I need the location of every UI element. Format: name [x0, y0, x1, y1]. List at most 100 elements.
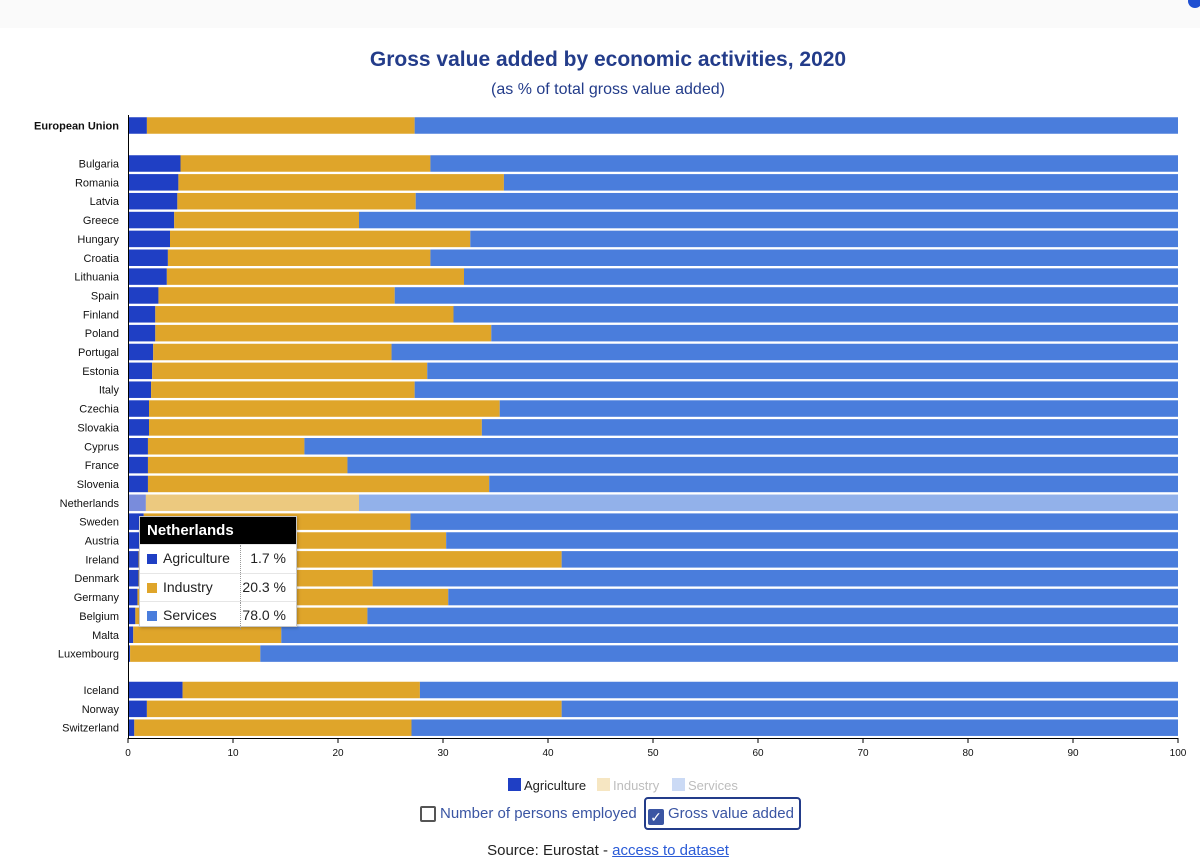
bar-industry[interactable] — [130, 645, 261, 662]
bar-agriculture[interactable] — [128, 438, 148, 455]
bar-industry[interactable] — [155, 324, 492, 342]
bar-services[interactable] — [359, 494, 1178, 512]
category-label: Belgium — [79, 611, 119, 623]
bar-services[interactable] — [419, 681, 1178, 699]
category-label: Netherlands — [60, 498, 120, 510]
dataset-link[interactable]: access to dataset — [612, 842, 729, 859]
bar-industry[interactable] — [155, 306, 454, 323]
gross-value-added-option[interactable]: ✓ Gross value added — [644, 797, 801, 830]
bar-services[interactable] — [414, 117, 1178, 134]
bar-services[interactable] — [430, 155, 1178, 172]
bar-services[interactable] — [372, 569, 1178, 587]
bar-agriculture[interactable] — [128, 607, 136, 625]
bar-services[interactable] — [414, 381, 1178, 398]
bar-services[interactable] — [448, 588, 1178, 606]
bar-industry[interactable] — [167, 249, 431, 267]
bar-agriculture[interactable] — [128, 362, 153, 380]
bar-industry[interactable] — [174, 211, 359, 229]
bar-agriculture[interactable] — [128, 532, 141, 549]
bar-services[interactable] — [394, 287, 1178, 304]
bar-agriculture[interactable] — [128, 343, 154, 361]
bar-services[interactable] — [410, 513, 1178, 530]
bar-industry[interactable] — [134, 719, 412, 736]
bar-industry[interactable] — [153, 343, 392, 361]
bar-industry[interactable] — [170, 230, 471, 248]
bar-services[interactable] — [481, 419, 1179, 436]
bar-services[interactable] — [561, 700, 1178, 718]
bar-industry[interactable] — [151, 381, 415, 398]
bar-agriculture[interactable] — [128, 230, 170, 248]
bar-industry[interactable] — [166, 268, 464, 285]
bar-services[interactable] — [367, 607, 1178, 625]
bar-agriculture[interactable] — [128, 551, 139, 568]
bar-services[interactable] — [427, 362, 1178, 380]
bar-agriculture[interactable] — [128, 324, 156, 342]
bar-agriculture[interactable] — [128, 192, 178, 210]
bar-industry[interactable] — [146, 117, 415, 134]
bar-agriculture[interactable] — [128, 400, 149, 417]
bar-agriculture[interactable] — [128, 475, 148, 493]
bar-industry[interactable] — [182, 681, 420, 699]
bar-services[interactable] — [561, 551, 1178, 568]
bar-services[interactable] — [499, 400, 1178, 417]
bar-industry[interactable] — [177, 192, 416, 210]
bar-agriculture[interactable] — [128, 306, 156, 323]
x-tick-label: 30 — [437, 748, 449, 759]
bar-services[interactable] — [281, 626, 1178, 644]
checkbox-unchecked[interactable] — [420, 806, 436, 822]
bar-services[interactable] — [446, 532, 1178, 549]
bar-industry[interactable] — [149, 400, 500, 417]
bar-services[interactable] — [453, 306, 1179, 323]
bar-industry[interactable] — [145, 494, 359, 512]
bar-agriculture[interactable] — [128, 287, 159, 304]
tooltip-row-services: Services 78.0 % — [140, 601, 296, 630]
bar-services[interactable] — [470, 230, 1178, 248]
checkmark-icon[interactable]: ✓ — [648, 809, 664, 825]
bar-services[interactable] — [503, 174, 1178, 191]
bar-services[interactable] — [489, 475, 1178, 493]
bar-agriculture[interactable] — [128, 155, 181, 172]
bar-agriculture[interactable] — [128, 719, 135, 736]
legend-label: Industry — [613, 778, 660, 793]
bar-agriculture[interactable] — [128, 626, 134, 644]
legend-item-agriculture[interactable]: Agriculture — [508, 778, 586, 794]
bar-agriculture[interactable] — [128, 419, 149, 436]
legend-item-services[interactable]: Services — [672, 778, 738, 794]
bar-services[interactable] — [411, 719, 1179, 736]
bar-services[interactable] — [391, 343, 1178, 361]
bar-agriculture[interactable] — [128, 381, 152, 398]
bar-agriculture[interactable] — [128, 268, 167, 285]
bar-agriculture[interactable] — [128, 700, 147, 718]
bar-agriculture[interactable] — [128, 174, 179, 191]
bar-agriculture[interactable] — [128, 456, 148, 474]
legend-item-industry[interactable]: Industry — [597, 778, 659, 794]
bar-services[interactable] — [359, 211, 1178, 229]
bar-agriculture[interactable] — [128, 249, 168, 267]
bar-agriculture[interactable] — [128, 569, 139, 587]
bar-industry[interactable] — [152, 362, 428, 380]
bar-agriculture[interactable] — [128, 588, 138, 606]
bar-industry[interactable] — [147, 475, 490, 493]
bar-services[interactable] — [430, 249, 1178, 267]
persons-employed-option[interactable]: Number of persons employed — [420, 797, 637, 830]
bar-industry[interactable] — [147, 456, 348, 474]
bar-industry[interactable] — [178, 174, 504, 191]
bar-services[interactable] — [415, 192, 1178, 210]
bar-industry[interactable] — [146, 700, 562, 718]
bar-agriculture[interactable] — [128, 681, 183, 699]
bar-agriculture[interactable] — [128, 494, 146, 512]
bar-industry[interactable] — [147, 438, 305, 455]
bar-industry[interactable] — [133, 626, 282, 644]
bar-industry[interactable] — [180, 155, 431, 172]
bar-industry[interactable] — [158, 287, 395, 304]
bar-agriculture[interactable] — [128, 645, 131, 662]
bar-services[interactable] — [347, 456, 1178, 474]
bar-industry[interactable] — [149, 419, 482, 436]
category-label: Sweden — [79, 517, 119, 529]
bar-agriculture[interactable] — [128, 117, 147, 134]
bar-services[interactable] — [260, 645, 1178, 662]
bar-services[interactable] — [491, 324, 1178, 342]
bar-services[interactable] — [464, 268, 1178, 285]
bar-services[interactable] — [304, 438, 1178, 455]
bar-agriculture[interactable] — [128, 211, 175, 229]
